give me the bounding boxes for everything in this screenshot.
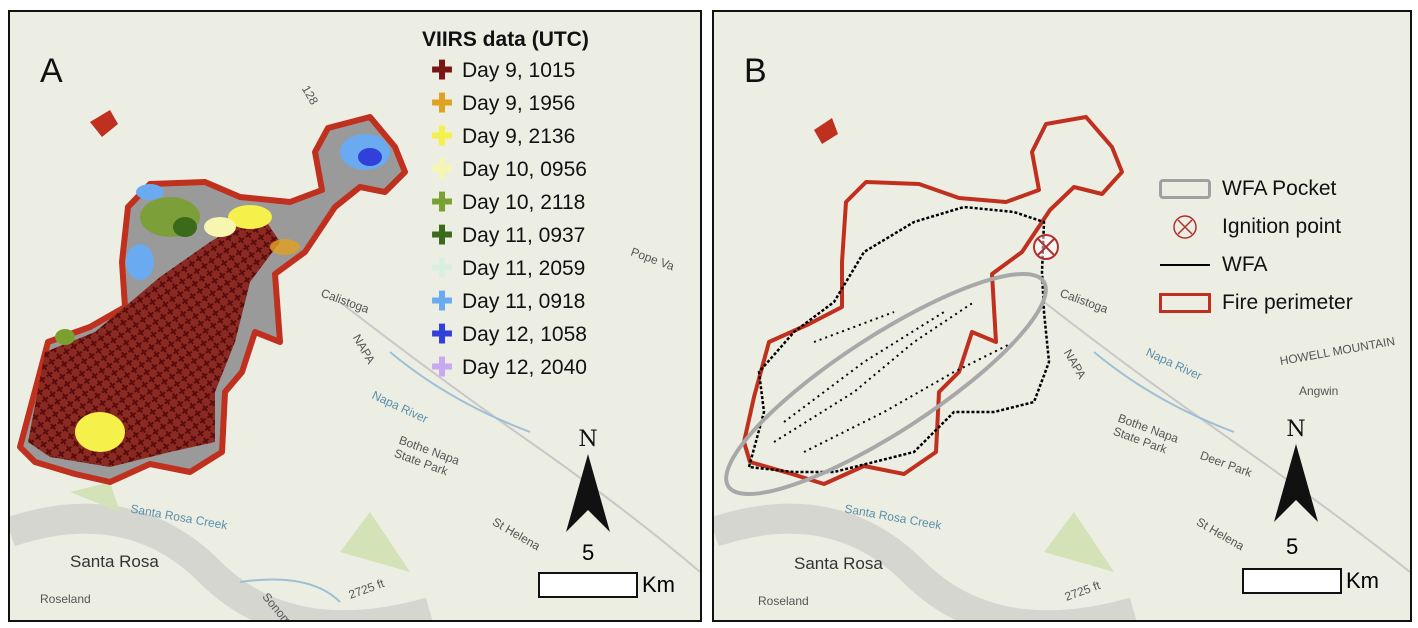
- fire-perimeter-b: [742, 115, 1124, 486]
- cross-marker-icon: ✚: [431, 154, 453, 184]
- legend-item: ✚ Day 12, 1058: [422, 318, 589, 351]
- fire-spot: [814, 118, 838, 144]
- wfa-pocket-swatch-icon: [1154, 179, 1216, 199]
- cross-marker-icon: ✚: [431, 253, 453, 283]
- legend-label: Day 9, 1015: [462, 58, 576, 82]
- cross-marker-icon: ✚: [431, 121, 453, 151]
- fire-spot: [90, 110, 118, 137]
- cross-marker-icon: ✚: [431, 88, 453, 118]
- map-label-roseland: Roseland: [40, 592, 91, 606]
- cross-marker-icon: ✚: [431, 55, 453, 85]
- wfa-pocket: [724, 271, 1048, 497]
- legend-item-fire-perimeter: Fire perimeter: [1154, 284, 1353, 322]
- map-label-angwin: Angwin: [1299, 384, 1339, 398]
- ignition-point-marker: [1033, 234, 1059, 260]
- legend-item: ✚ Day 9, 2136: [422, 120, 589, 153]
- legend-item: ✚ Day 11, 2059: [422, 252, 589, 285]
- north-arrow: N: [1266, 417, 1326, 532]
- legend-b: WFA Pocket Ignition point WFA Fire perim…: [1154, 170, 1353, 322]
- legend-label: Day 9, 2136: [462, 124, 576, 148]
- north-label: N: [1286, 417, 1306, 442]
- legend-label: Day 9, 1956: [462, 91, 576, 115]
- scale-bar-box: [538, 572, 638, 598]
- wfa-scatter: [773, 301, 1015, 453]
- scale-unit: Km: [1346, 568, 1379, 593]
- legend-label: WFA Pocket: [1222, 177, 1337, 200]
- legend-label: Fire perimeter: [1222, 291, 1353, 314]
- map-panel-b: Santa Rosa Roseland Santa Rosa Creek St …: [712, 10, 1412, 622]
- legend-a: VIIRS data (UTC) ✚ Day 9, 1015 ✚ Day 9, 195…: [422, 28, 589, 384]
- north-arrow-icon: [1274, 444, 1318, 522]
- legend-label: Day 11, 2059: [462, 256, 586, 280]
- basemap-a: [10, 12, 700, 620]
- cross-marker-icon: ✚: [431, 319, 453, 349]
- panel-label-b: B: [744, 52, 767, 90]
- ignition-point-icon: [1154, 214, 1216, 240]
- legend-item: ✚ Day 10, 0956: [422, 153, 589, 186]
- legend-title: VIIRS data (UTC): [422, 28, 589, 51]
- cross-marker-icon: ✚: [431, 187, 453, 217]
- viirs-patches: [55, 134, 390, 452]
- north-arrow: N: [558, 427, 618, 542]
- map-panel-a: Santa Rosa Roseland Santa Rosa Creek St …: [8, 10, 702, 622]
- legend-item-wfa: WFA: [1154, 246, 1353, 284]
- legend-label: Day 11, 0918: [462, 289, 586, 313]
- legend-label: Day 12, 1058: [462, 322, 587, 346]
- cross-marker-icon: ✚: [431, 220, 453, 250]
- legend-item-ignition-point: Ignition point: [1154, 208, 1353, 246]
- wfa-outline: [747, 205, 1051, 474]
- north-arrow-icon: [566, 454, 610, 532]
- cross-marker-icon: ✚: [431, 352, 453, 382]
- scale-value: 5: [582, 540, 595, 565]
- legend-item: ✚ Day 10, 2118: [422, 186, 589, 219]
- legend-item: ✚ Day 11, 0918: [422, 285, 589, 318]
- map-label-roseland: Roseland: [758, 594, 809, 608]
- scale-bar: Km: [1242, 568, 1379, 594]
- legend-item: ✚ Day 11, 0937: [422, 219, 589, 252]
- scale-value: 5: [1286, 534, 1299, 559]
- legend-item: ✚ Day 9, 1015: [422, 54, 589, 87]
- legend-label: Day 12, 2040: [462, 355, 587, 379]
- legend-label: WFA: [1222, 253, 1268, 276]
- legend-item-wfa-pocket: WFA Pocket: [1154, 170, 1353, 208]
- north-label: N: [578, 427, 598, 452]
- legend-item: ✚ Day 12, 2040: [422, 351, 589, 384]
- legend-label: Day 11, 0937: [462, 223, 586, 247]
- scale-bar-box: [1242, 568, 1342, 594]
- fire-perimeter-swatch-icon: [1154, 293, 1216, 313]
- basemap-b: [714, 12, 1410, 620]
- legend-label: Ignition point: [1222, 215, 1342, 238]
- legend-item: ✚ Day 9, 1956: [422, 87, 589, 120]
- cross-marker-icon: ✚: [431, 286, 453, 316]
- map-label-santa-rosa: Santa Rosa: [70, 552, 159, 571]
- legend-label: Day 10, 0956: [462, 157, 587, 181]
- viirs-day9-1015: [28, 212, 280, 467]
- wfa-line-icon: [1154, 264, 1216, 266]
- scale-bar: Km: [538, 572, 675, 598]
- map-label-santa-rosa: Santa Rosa: [794, 554, 883, 573]
- panel-label-a: A: [40, 52, 63, 90]
- scale-unit: Km: [642, 572, 675, 597]
- legend-label: Day 10, 2118: [462, 190, 586, 214]
